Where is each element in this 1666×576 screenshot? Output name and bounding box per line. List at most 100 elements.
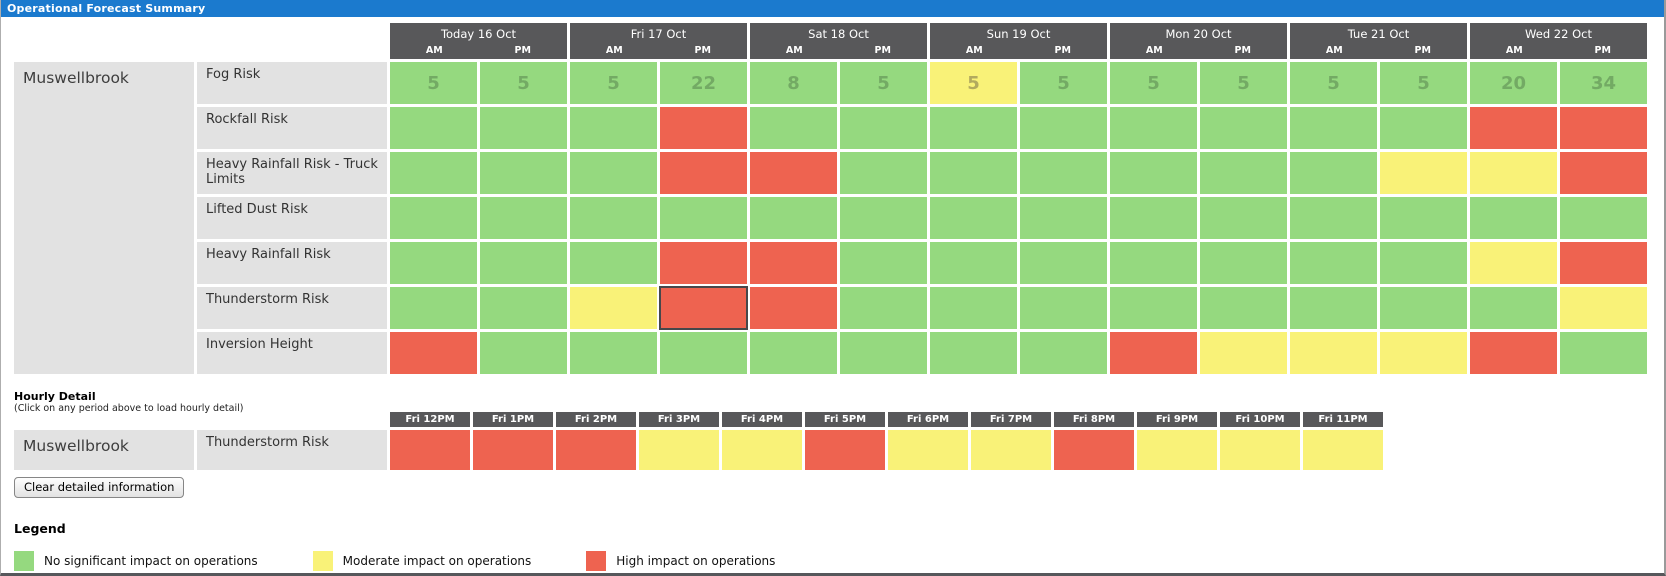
forecast-cell[interactable] — [1470, 287, 1557, 329]
forecast-cell[interactable] — [660, 152, 747, 194]
forecast-cell[interactable]: 22 — [660, 62, 747, 104]
forecast-cell[interactable]: 5 — [930, 62, 1017, 104]
forecast-cell[interactable]: 5 — [390, 62, 477, 104]
forecast-cell[interactable] — [1290, 332, 1377, 374]
forecast-cell[interactable] — [750, 152, 837, 194]
forecast-cell[interactable] — [1380, 332, 1467, 374]
forecast-cell[interactable] — [1110, 107, 1197, 149]
forecast-cell[interactable] — [480, 197, 567, 239]
forecast-cell[interactable] — [840, 332, 927, 374]
forecast-cell[interactable] — [1110, 287, 1197, 329]
forecast-cell[interactable] — [750, 242, 837, 284]
forecast-cell[interactable] — [1110, 332, 1197, 374]
forecast-cell[interactable] — [390, 287, 477, 329]
forecast-cell[interactable] — [1290, 197, 1377, 239]
forecast-cell[interactable] — [390, 197, 477, 239]
forecast-cell[interactable]: 5 — [480, 62, 567, 104]
forecast-cell[interactable]: 5 — [1020, 62, 1107, 104]
forecast-cell[interactable] — [1020, 107, 1107, 149]
forecast-cell[interactable] — [570, 197, 657, 239]
forecast-cell[interactable] — [1470, 332, 1557, 374]
forecast-cell[interactable] — [840, 197, 927, 239]
forecast-cell[interactable] — [390, 242, 477, 284]
forecast-cell[interactable] — [480, 332, 567, 374]
forecast-cell[interactable] — [1560, 197, 1647, 239]
forecast-cell[interactable] — [1560, 152, 1647, 194]
forecast-cell[interactable] — [840, 152, 927, 194]
forecast-cell[interactable] — [930, 287, 1017, 329]
forecast-cell[interactable] — [660, 242, 747, 284]
forecast-cell[interactable] — [570, 332, 657, 374]
forecast-cell[interactable] — [1470, 197, 1557, 239]
forecast-cell[interactable] — [660, 197, 747, 239]
forecast-cell[interactable] — [659, 286, 748, 330]
forecast-cell[interactable]: 34 — [1560, 62, 1647, 104]
forecast-cell[interactable] — [480, 242, 567, 284]
forecast-cell[interactable] — [930, 107, 1017, 149]
forecast-cell[interactable] — [1200, 107, 1287, 149]
forecast-cell[interactable] — [840, 287, 927, 329]
forecast-cell[interactable] — [480, 107, 567, 149]
forecast-cell[interactable] — [570, 287, 657, 329]
forecast-cell[interactable] — [750, 287, 837, 329]
forecast-cell[interactable] — [930, 332, 1017, 374]
forecast-cell[interactable] — [1560, 287, 1647, 329]
forecast-cell[interactable] — [1290, 242, 1377, 284]
forecast-cell[interactable] — [390, 152, 477, 194]
forecast-cell[interactable] — [750, 107, 837, 149]
period-labels: AM PM — [750, 45, 927, 59]
forecast-cell[interactable] — [1110, 152, 1197, 194]
forecast-cell[interactable] — [1560, 332, 1647, 374]
forecast-cell[interactable] — [1380, 197, 1467, 239]
forecast-cell[interactable]: 5 — [840, 62, 927, 104]
forecast-cell[interactable] — [1020, 197, 1107, 239]
forecast-cell[interactable] — [930, 242, 1017, 284]
forecast-cell[interactable] — [1200, 242, 1287, 284]
forecast-cell[interactable] — [1560, 242, 1647, 284]
forecast-cell[interactable] — [750, 332, 837, 374]
forecast-cell[interactable] — [930, 197, 1017, 239]
forecast-cell[interactable] — [1380, 287, 1467, 329]
forecast-cell[interactable] — [840, 107, 927, 149]
forecast-cell[interactable] — [660, 332, 747, 374]
forecast-cell[interactable] — [1470, 107, 1557, 149]
forecast-cell[interactable]: 20 — [1470, 62, 1557, 104]
forecast-cell[interactable] — [1290, 152, 1377, 194]
forecast-cell[interactable]: 5 — [1380, 62, 1467, 104]
forecast-cell[interactable] — [570, 107, 657, 149]
forecast-cell[interactable]: 5 — [1110, 62, 1197, 104]
forecast-cell[interactable] — [1560, 107, 1647, 149]
forecast-cell[interactable]: 5 — [570, 62, 657, 104]
forecast-cell[interactable] — [1200, 332, 1287, 374]
forecast-cell[interactable] — [1200, 287, 1287, 329]
forecast-cell[interactable] — [390, 107, 477, 149]
forecast-cell[interactable] — [1290, 107, 1377, 149]
forecast-cell[interactable] — [390, 332, 477, 374]
forecast-cell[interactable] — [1470, 242, 1557, 284]
forecast-cell[interactable] — [1200, 152, 1287, 194]
forecast-cell[interactable] — [1020, 287, 1107, 329]
forecast-cell[interactable] — [1110, 197, 1197, 239]
forecast-cell[interactable] — [660, 107, 747, 149]
forecast-cell[interactable] — [1200, 197, 1287, 239]
forecast-cell[interactable] — [480, 287, 567, 329]
forecast-cell[interactable] — [1290, 287, 1377, 329]
forecast-cell[interactable] — [1380, 107, 1467, 149]
forecast-cell[interactable]: 5 — [1290, 62, 1377, 104]
forecast-cell[interactable] — [1020, 242, 1107, 284]
forecast-cell[interactable]: 5 — [1200, 62, 1287, 104]
forecast-cell[interactable] — [930, 152, 1017, 194]
forecast-cell[interactable] — [1380, 242, 1467, 284]
forecast-cell[interactable]: 8 — [750, 62, 837, 104]
forecast-cell[interactable] — [840, 242, 927, 284]
forecast-cell[interactable] — [570, 152, 657, 194]
forecast-cell[interactable] — [1110, 242, 1197, 284]
forecast-cell[interactable] — [1470, 152, 1557, 194]
forecast-cell[interactable] — [480, 152, 567, 194]
clear-detailed-information-button[interactable]: Clear detailed information — [14, 477, 185, 498]
forecast-cell[interactable] — [1020, 332, 1107, 374]
forecast-cell[interactable] — [1380, 152, 1467, 194]
forecast-cell[interactable] — [750, 197, 837, 239]
forecast-cell[interactable] — [570, 242, 657, 284]
forecast-cell[interactable] — [1020, 152, 1107, 194]
